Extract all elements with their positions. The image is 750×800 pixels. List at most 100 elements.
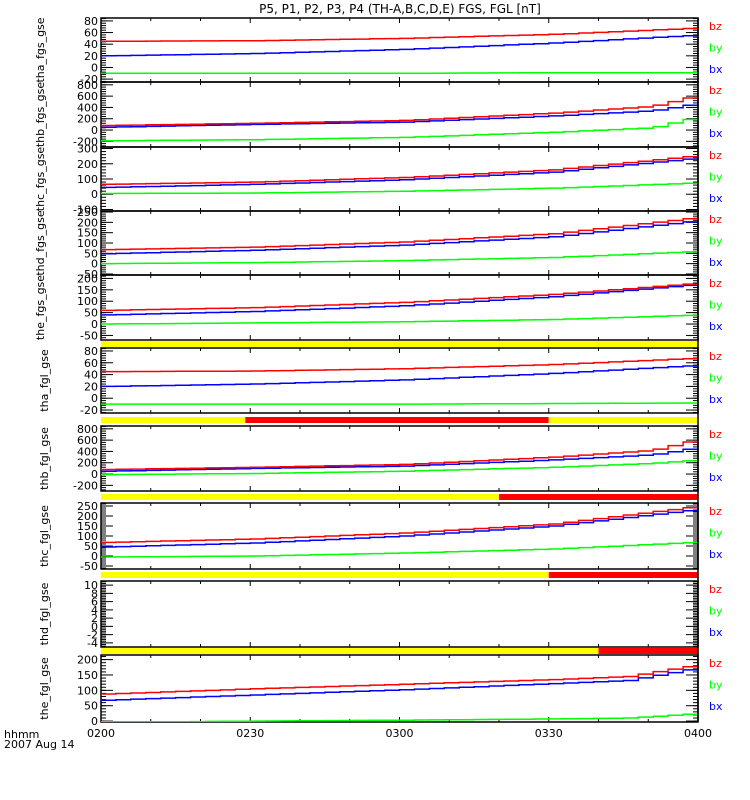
series-bz-line bbox=[101, 94, 698, 127]
y-tick-label: 100 bbox=[77, 295, 98, 308]
y-tick-label: 50 bbox=[84, 540, 98, 553]
y-tick-label: 0 bbox=[91, 550, 98, 563]
y-axis-label: thd_fgs_gse bbox=[34, 210, 47, 276]
series-by-line bbox=[101, 459, 698, 476]
y-tick-label: 200 bbox=[77, 457, 98, 470]
legend-bz: bz bbox=[709, 213, 722, 226]
legend-bx: bx bbox=[709, 393, 723, 406]
y-tick-label: 10 bbox=[84, 579, 98, 592]
legend-bz: bz bbox=[709, 505, 722, 518]
y-tick-label: 100 bbox=[77, 173, 98, 186]
series-bx-line bbox=[101, 220, 698, 255]
legend-by: by bbox=[709, 605, 723, 618]
status-bar-red bbox=[499, 494, 698, 500]
y-tick-label: 0 bbox=[91, 318, 98, 331]
series-bx-line bbox=[101, 446, 698, 472]
legend-bz: bz bbox=[709, 277, 722, 290]
y-tick-label: 80 bbox=[84, 345, 98, 358]
y-tick-label: 200 bbox=[77, 510, 98, 523]
series-bx-line bbox=[101, 34, 698, 57]
x-tick-label: 0400 bbox=[684, 727, 712, 740]
y-tick-label: 20 bbox=[84, 380, 98, 393]
y-tick-label: 4 bbox=[91, 604, 98, 617]
y-tick-label: -50 bbox=[80, 329, 98, 342]
panel-frame bbox=[100, 146, 699, 212]
series-by-line bbox=[101, 402, 698, 405]
y-tick-label: -20 bbox=[80, 73, 98, 86]
legend-bx: bx bbox=[709, 471, 723, 484]
series-by-line bbox=[101, 541, 698, 558]
panel-frame bbox=[100, 274, 699, 341]
legend-bx: bx bbox=[709, 192, 723, 205]
y-tick-label: 200 bbox=[77, 272, 98, 285]
y-axis-label: tha_fgl_gse bbox=[38, 349, 51, 412]
legend-bz: bz bbox=[709, 428, 722, 441]
legend-bz: bz bbox=[709, 583, 722, 596]
chart-title: P5, P1, P2, P3, P4 (TH-A,B,C,D,E) FGS, F… bbox=[259, 2, 541, 16]
y-tick-label: 0 bbox=[91, 468, 98, 481]
y-axis-label: thc_fgs_gse bbox=[34, 147, 47, 212]
y-tick-label: 40 bbox=[84, 38, 98, 51]
y-tick-label: 100 bbox=[77, 530, 98, 543]
series-bz-line bbox=[101, 27, 698, 43]
y-axis-label: thc_fgl_gse bbox=[38, 505, 51, 567]
legend-bx: bx bbox=[709, 626, 723, 639]
legend-by: by bbox=[709, 42, 723, 55]
x-tick-label: 0300 bbox=[386, 727, 414, 740]
y-tick-label: -100 bbox=[73, 203, 98, 216]
series-by-line bbox=[101, 314, 698, 325]
status-bar-yellow bbox=[101, 648, 599, 654]
panel-frame bbox=[100, 654, 699, 723]
y-tick-label: 50 bbox=[84, 307, 98, 320]
y-tick-label: 250 bbox=[77, 206, 98, 219]
status-bar-yellow bbox=[548, 417, 698, 423]
series-bx-line bbox=[101, 365, 698, 388]
x-tick-label: 0200 bbox=[87, 727, 115, 740]
y-tick-label: 2 bbox=[91, 612, 98, 625]
legend-bx: bx bbox=[709, 548, 723, 561]
x-tick-label: 0230 bbox=[236, 727, 264, 740]
y-tick-label: 0 bbox=[91, 124, 98, 137]
series-bx-line bbox=[101, 157, 698, 189]
x-label-hhmm: hhmm bbox=[4, 728, 39, 741]
legend-bx: bx bbox=[709, 127, 723, 140]
status-bar-yellow bbox=[101, 417, 246, 423]
y-axis-label: the_fgl_gse bbox=[38, 657, 51, 720]
y-tick-label: -50 bbox=[80, 268, 98, 281]
y-axis-label: the_fgs_gse bbox=[34, 275, 47, 340]
series-bx-line bbox=[101, 509, 698, 548]
series-by-line bbox=[101, 115, 698, 142]
status-bar-red bbox=[548, 572, 698, 578]
y-axis-label: tha_fgs_gse bbox=[34, 17, 47, 82]
panel-frame bbox=[100, 425, 699, 492]
panel-frame bbox=[100, 580, 699, 648]
legend-by: by bbox=[709, 450, 723, 463]
panel-thc_fgs_gse: 300 200 100 0 -100 thc_fgs_gse bz by bx bbox=[34, 143, 723, 217]
series-by-line bbox=[101, 71, 698, 75]
status-bar-red bbox=[245, 417, 549, 423]
y-tick-label: 0 bbox=[91, 620, 98, 633]
legend-by: by bbox=[709, 527, 723, 540]
y-tick-label: 800 bbox=[77, 79, 98, 92]
series-bx-line bbox=[101, 667, 698, 701]
y-tick-label: 40 bbox=[84, 369, 98, 382]
y-tick-label: 0 bbox=[91, 188, 98, 201]
y-tick-label: 300 bbox=[77, 143, 98, 156]
series-by-line bbox=[101, 182, 698, 195]
legend-bx: bx bbox=[709, 256, 723, 269]
y-tick-label: 0 bbox=[91, 715, 98, 728]
series-bz-line bbox=[101, 283, 698, 312]
series-bx-line bbox=[101, 284, 698, 316]
y-tick-label: 200 bbox=[77, 216, 98, 229]
legend-bz: bz bbox=[709, 20, 722, 33]
y-tick-label: 150 bbox=[77, 520, 98, 533]
y-tick-label: 200 bbox=[77, 654, 98, 667]
y-axis-label: thd_fgl_gse bbox=[38, 582, 51, 645]
legend-by: by bbox=[709, 106, 723, 119]
